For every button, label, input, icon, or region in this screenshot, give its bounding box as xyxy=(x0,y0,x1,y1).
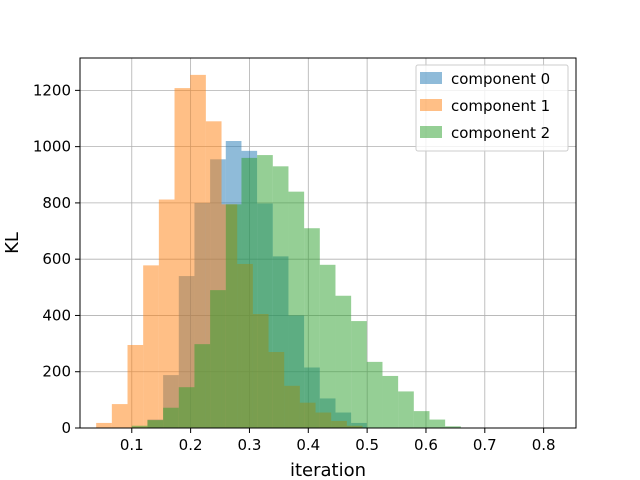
histogram-bar-component-2 xyxy=(225,204,242,428)
histogram-bar-component-2 xyxy=(178,387,195,428)
x-tick-label: 0.2 xyxy=(179,436,203,454)
histogram-bar-component-2 xyxy=(257,155,273,428)
histogram-bar-component-1 xyxy=(111,404,128,428)
histogram-bar-component-2 xyxy=(272,166,289,428)
y-tick-label: 600 xyxy=(42,250,71,268)
histogram-bar-component-1 xyxy=(174,88,191,429)
x-tick-label: 0.6 xyxy=(414,436,438,454)
y-tick-label: 200 xyxy=(42,363,71,381)
legend-label-component-0: component 0 xyxy=(451,70,550,88)
histogram-bar-component-2 xyxy=(194,344,211,428)
histogram-bar-component-2 xyxy=(131,425,148,428)
x-tick-label: 0.5 xyxy=(355,436,379,454)
histogram-bar-component-2 xyxy=(413,411,430,428)
legend: component 0 component 1 component 2 xyxy=(415,64,569,152)
legend-box xyxy=(415,64,569,152)
histogram-bar-component-2 xyxy=(319,264,336,428)
histogram-bars xyxy=(96,74,461,429)
histogram-bar-component-2 xyxy=(210,290,226,428)
histogram-bar-component-2 xyxy=(398,391,414,428)
legend-label-component-1: component 1 xyxy=(451,97,550,115)
y-tick-label: 1200 xyxy=(33,81,71,99)
y-tick-label: 800 xyxy=(42,194,71,212)
x-axis-label: iteration xyxy=(290,460,366,480)
y-tick-label: 0 xyxy=(61,419,71,437)
plot-frame xyxy=(79,57,577,429)
histogram-bar-component-1 xyxy=(96,422,112,428)
y-axis-ticks: 0 200 400 600 800 1000 1200 xyxy=(33,81,80,437)
histogram-bar-component-2 xyxy=(351,321,367,428)
y-tick-label: 400 xyxy=(42,306,71,324)
y-axis-label: KL xyxy=(2,232,23,254)
x-tick-label: 0.4 xyxy=(296,436,320,454)
histogram-bar-component-2 xyxy=(304,228,320,428)
histogram-bar-component-2 xyxy=(429,419,446,428)
y-tick-label: 1000 xyxy=(33,138,71,156)
histogram-bar-component-2 xyxy=(335,295,352,428)
legend-label-component-2: component 2 xyxy=(451,124,550,142)
x-tick-label: 0.3 xyxy=(238,436,262,454)
x-axis-ticks: 0.1 0.2 0.3 0.4 0.5 0.6 0.7 0.8 xyxy=(120,428,556,454)
legend-swatch-component-0 xyxy=(420,72,442,84)
histogram-bar-component-1 xyxy=(143,265,159,428)
x-tick-label: 0.7 xyxy=(473,436,497,454)
histogram-bar-component-2 xyxy=(163,407,179,428)
x-tick-label: 0.1 xyxy=(120,436,144,454)
histogram-bar-component-2 xyxy=(147,420,164,428)
x-tick-label: 0.8 xyxy=(532,436,556,454)
legend-swatch-component-2 xyxy=(420,126,442,138)
histogram-bar-component-2 xyxy=(241,157,258,428)
histogram-bar-component-1 xyxy=(158,199,175,428)
histogram-bar-component-2 xyxy=(366,361,383,428)
histogram-bar-component-2 xyxy=(288,191,305,428)
histogram-bar-component-2 xyxy=(445,426,461,428)
histogram-bar-component-2 xyxy=(382,375,399,428)
legend-swatch-component-1 xyxy=(420,99,442,111)
histogram-bar-component-1 xyxy=(190,74,206,428)
histogram-bar-component-1 xyxy=(127,344,144,428)
